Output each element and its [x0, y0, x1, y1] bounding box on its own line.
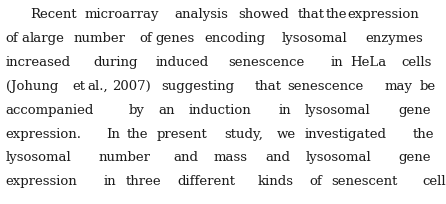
Text: expression: expression	[6, 175, 78, 188]
Text: and: and	[265, 151, 290, 164]
Text: lysosomal: lysosomal	[282, 32, 348, 45]
Text: the: the	[326, 8, 347, 21]
Text: (Johung: (Johung	[6, 80, 58, 93]
Text: an: an	[158, 104, 175, 117]
Text: of: of	[6, 32, 19, 45]
Text: senescence: senescence	[228, 56, 304, 69]
Text: Recent: Recent	[30, 8, 77, 21]
Text: In: In	[106, 128, 120, 141]
Text: induction: induction	[189, 104, 252, 117]
Text: the: the	[127, 128, 148, 141]
Text: senescence: senescence	[288, 80, 364, 93]
Text: increased: increased	[6, 56, 71, 69]
Text: three: three	[126, 175, 161, 188]
Text: that: that	[297, 8, 324, 21]
Text: lysosomal: lysosomal	[304, 104, 370, 117]
Text: study,: study,	[225, 128, 264, 141]
Text: be: be	[419, 80, 436, 93]
Text: gene: gene	[398, 151, 431, 164]
Text: al.,: al.,	[87, 80, 108, 93]
Text: lysosomal: lysosomal	[306, 151, 371, 164]
Text: cells:: cells:	[422, 175, 446, 188]
Text: et: et	[72, 80, 85, 93]
Text: 2007): 2007)	[112, 80, 151, 93]
Text: expression.: expression.	[6, 128, 82, 141]
Text: number: number	[99, 151, 150, 164]
Text: we: we	[277, 128, 296, 141]
Text: suggesting: suggesting	[161, 80, 234, 93]
Text: during: during	[94, 56, 138, 69]
Text: encoding: encoding	[204, 32, 265, 45]
Text: analysis: analysis	[174, 8, 228, 21]
Text: enzymes: enzymes	[366, 32, 423, 45]
Text: in: in	[330, 56, 343, 69]
Text: of: of	[310, 175, 322, 188]
Text: number: number	[74, 32, 126, 45]
Text: different: different	[177, 175, 235, 188]
Text: of: of	[140, 32, 153, 45]
Text: induced: induced	[155, 56, 208, 69]
Text: present: present	[157, 128, 207, 141]
Text: in: in	[104, 175, 116, 188]
Text: by: by	[129, 104, 145, 117]
Text: lysosomal: lysosomal	[6, 151, 71, 164]
Text: large: large	[30, 32, 65, 45]
Text: microarray: microarray	[84, 8, 159, 21]
Text: the: the	[413, 128, 434, 141]
Text: mass: mass	[214, 151, 248, 164]
Text: and: and	[173, 151, 198, 164]
Text: accompanied: accompanied	[6, 104, 94, 117]
Text: genes: genes	[155, 32, 194, 45]
Text: HeLa: HeLa	[350, 56, 387, 69]
Text: a: a	[21, 32, 29, 45]
Text: senescent: senescent	[331, 175, 398, 188]
Text: gene: gene	[398, 104, 431, 117]
Text: cells: cells	[401, 56, 431, 69]
Text: showed: showed	[238, 8, 289, 21]
Text: in: in	[279, 104, 292, 117]
Text: expression: expression	[347, 8, 419, 21]
Text: that: that	[254, 80, 281, 93]
Text: investigated: investigated	[304, 128, 386, 141]
Text: kinds: kinds	[257, 175, 293, 188]
Text: may: may	[384, 80, 413, 93]
